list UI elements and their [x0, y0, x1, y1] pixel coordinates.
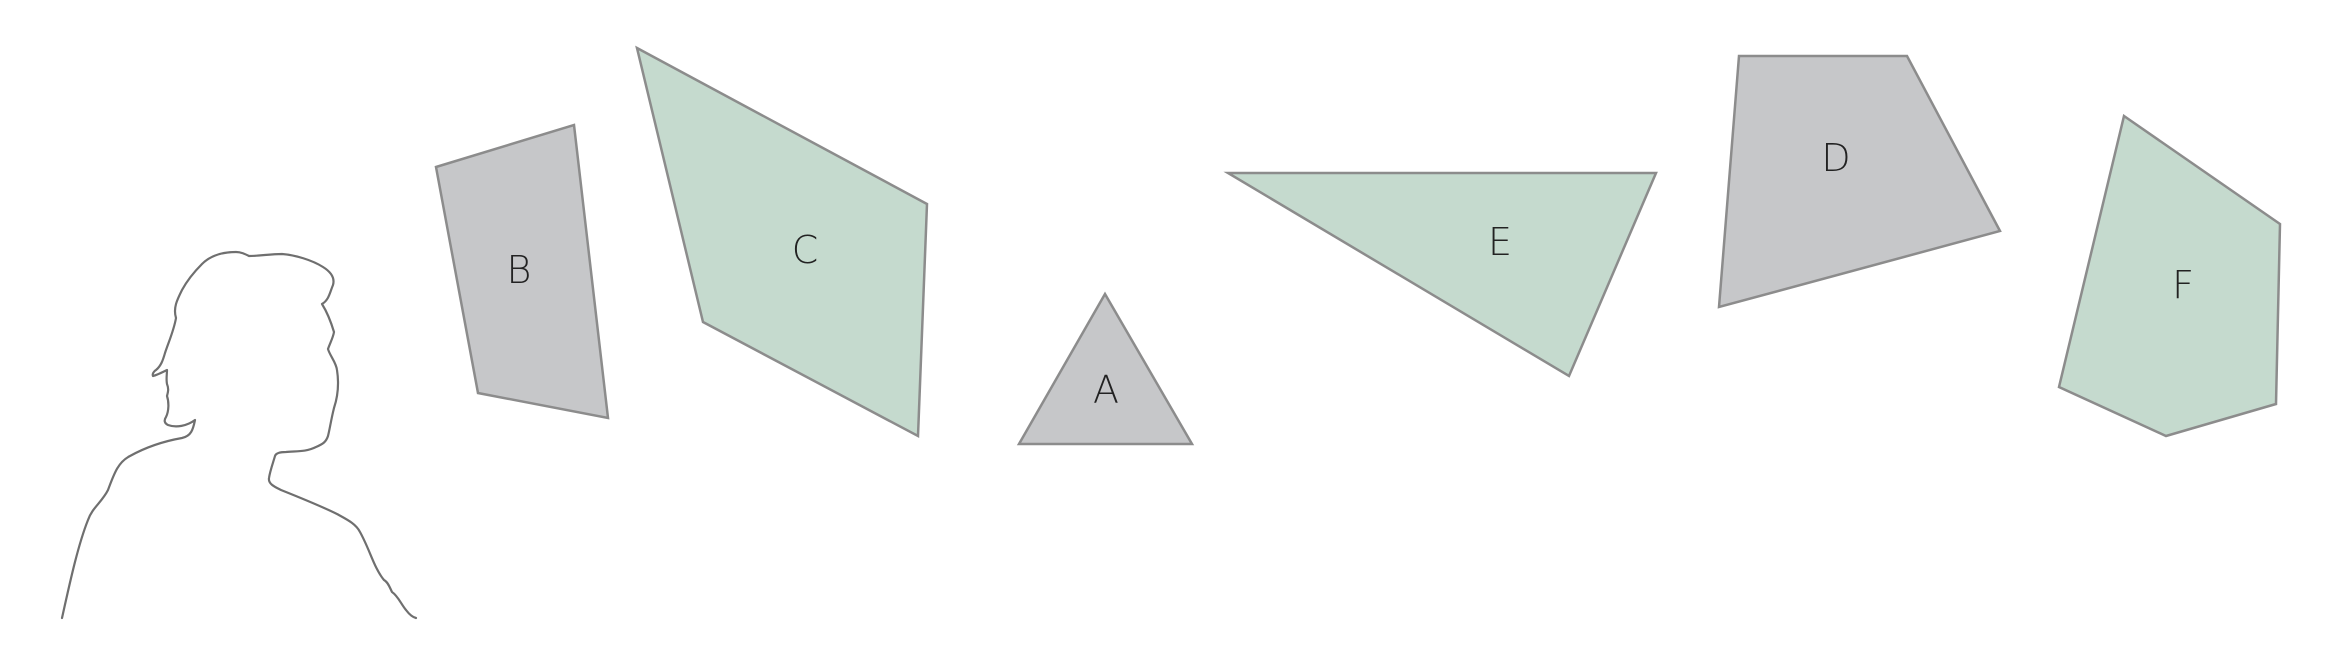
shape-b-label: B [507, 248, 532, 292]
shape-a: A [1016, 291, 1195, 446]
shape-f-polygon [2057, 113, 2282, 438]
silhouette-outline [60, 250, 418, 620]
shape-f: F [2057, 113, 2282, 438]
shape-d-polygon [1717, 54, 2002, 309]
shape-c-polygon [635, 45, 929, 439]
shape-e: E [1223, 171, 1658, 378]
shape-f-label: F [2172, 263, 2194, 307]
shape-a-polygon [1016, 291, 1195, 446]
person-head-silhouette-icon [60, 250, 418, 620]
shape-c: C [635, 45, 929, 439]
shape-d-label: D [1821, 136, 1850, 180]
shape-a-label: A [1093, 368, 1119, 412]
shape-d: D [1717, 54, 2002, 309]
shape-b: B [434, 123, 610, 420]
shape-e-polygon [1223, 171, 1658, 378]
shape-e-label: E [1488, 220, 1512, 264]
shape-b-polygon [434, 123, 610, 420]
shape-c-label: C [792, 228, 819, 272]
